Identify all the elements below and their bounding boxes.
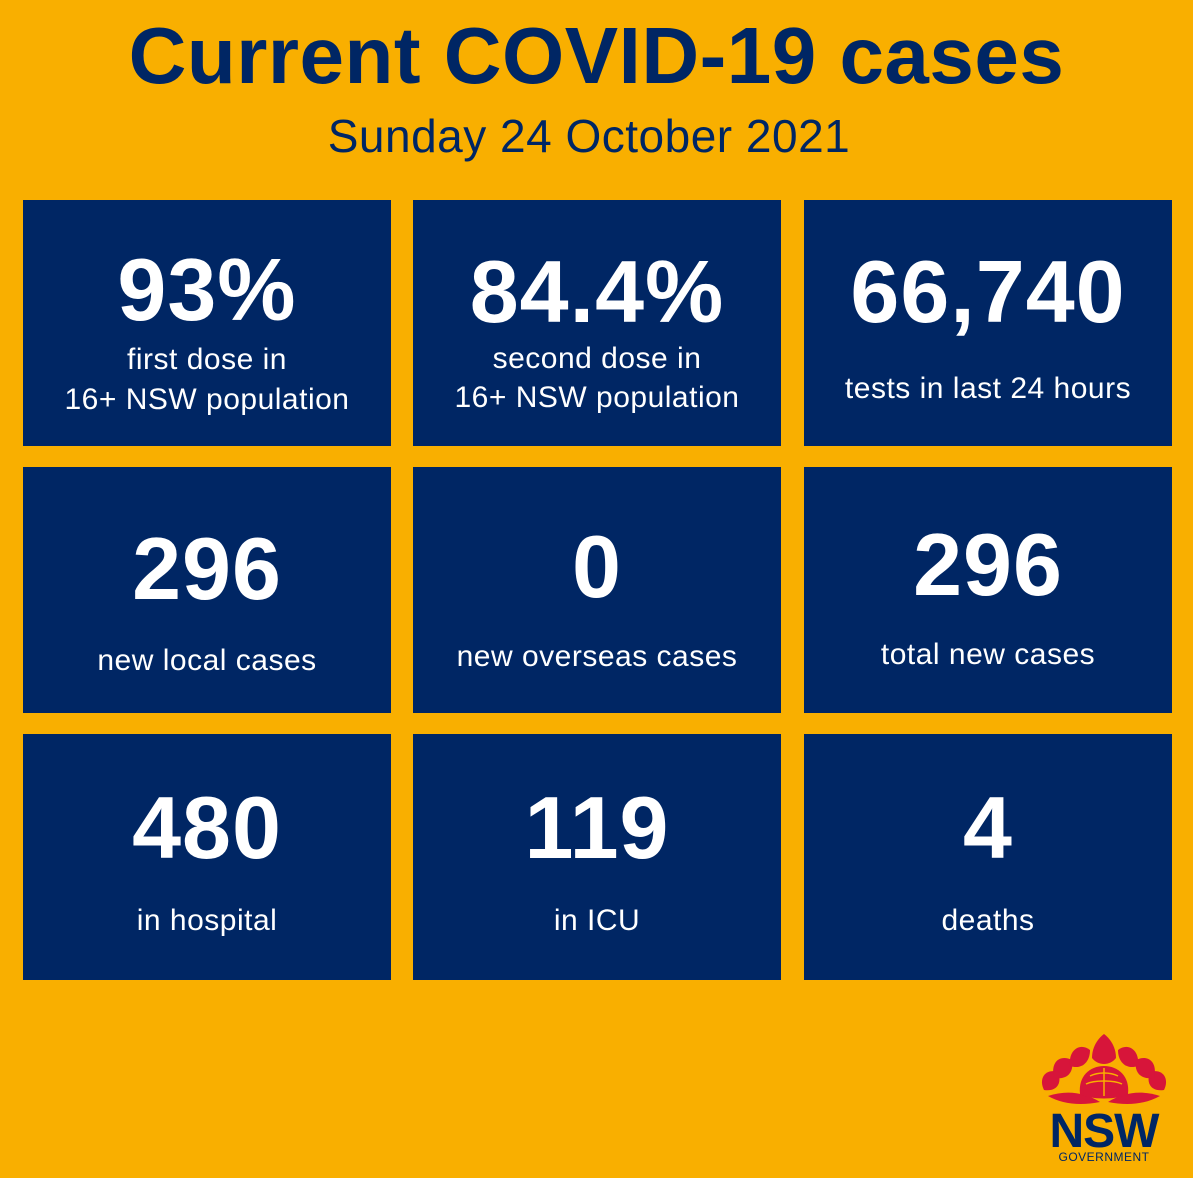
stat-label-line1: in ICU — [553, 904, 641, 937]
waratah-icon — [1041, 1034, 1167, 1104]
stat-label-line1: tests in last 24 hours — [844, 372, 1132, 405]
stat-label-line1: new local cases — [97, 644, 317, 677]
logo-wordmark: NSW — [1049, 1105, 1160, 1158]
stat-label-line1: new overseas cases — [456, 640, 738, 673]
stat-value: 0 — [572, 517, 622, 616]
page-title: Current COVID-19 cases — [128, 11, 1065, 100]
stat-label-line1: total new cases — [880, 638, 1096, 671]
stat-value: 84.4% — [469, 242, 725, 341]
stat-value: 4 — [963, 778, 1013, 877]
logo-subtext: GOVERNMENT — [1058, 1150, 1150, 1164]
stat-value: 296 — [132, 519, 282, 618]
stat-value: 119 — [524, 778, 670, 877]
stat-label-line2: 16+ NSW population — [64, 383, 350, 416]
tile-hospital: 480 in hospital — [23, 734, 391, 980]
stat-label-line2: 16+ NSW population — [454, 381, 740, 414]
stat-label-line1: deaths — [941, 904, 1035, 937]
stat-value: 480 — [132, 778, 282, 877]
stat-value: 93% — [117, 240, 297, 339]
page-date: Sunday 24 October 2021 — [327, 110, 851, 162]
tile-local-cases: 296 new local cases — [23, 467, 391, 713]
stat-value: 296 — [913, 515, 1063, 614]
tile-icu: 119 in ICU — [413, 734, 781, 980]
tile-overseas-cases: 0 new overseas cases — [413, 467, 781, 713]
stat-label-line1: second dose in — [492, 342, 702, 375]
tile-total-cases: 296 total new cases — [804, 467, 1172, 713]
nsw-government-logo: NSW GOVERNMENT — [1036, 1032, 1172, 1166]
tile-second-dose: 84.4% second dose in 16+ NSW population — [413, 200, 781, 446]
tile-tests: 66,740 tests in last 24 hours — [804, 200, 1172, 446]
stat-label-line1: in hospital — [136, 904, 278, 937]
stat-label-line1: first dose in — [127, 343, 287, 376]
tile-first-dose: 93% first dose in 16+ NSW population — [23, 200, 391, 446]
stat-value: 66,740 — [850, 242, 1126, 341]
tile-deaths: 4 deaths — [804, 734, 1172, 980]
